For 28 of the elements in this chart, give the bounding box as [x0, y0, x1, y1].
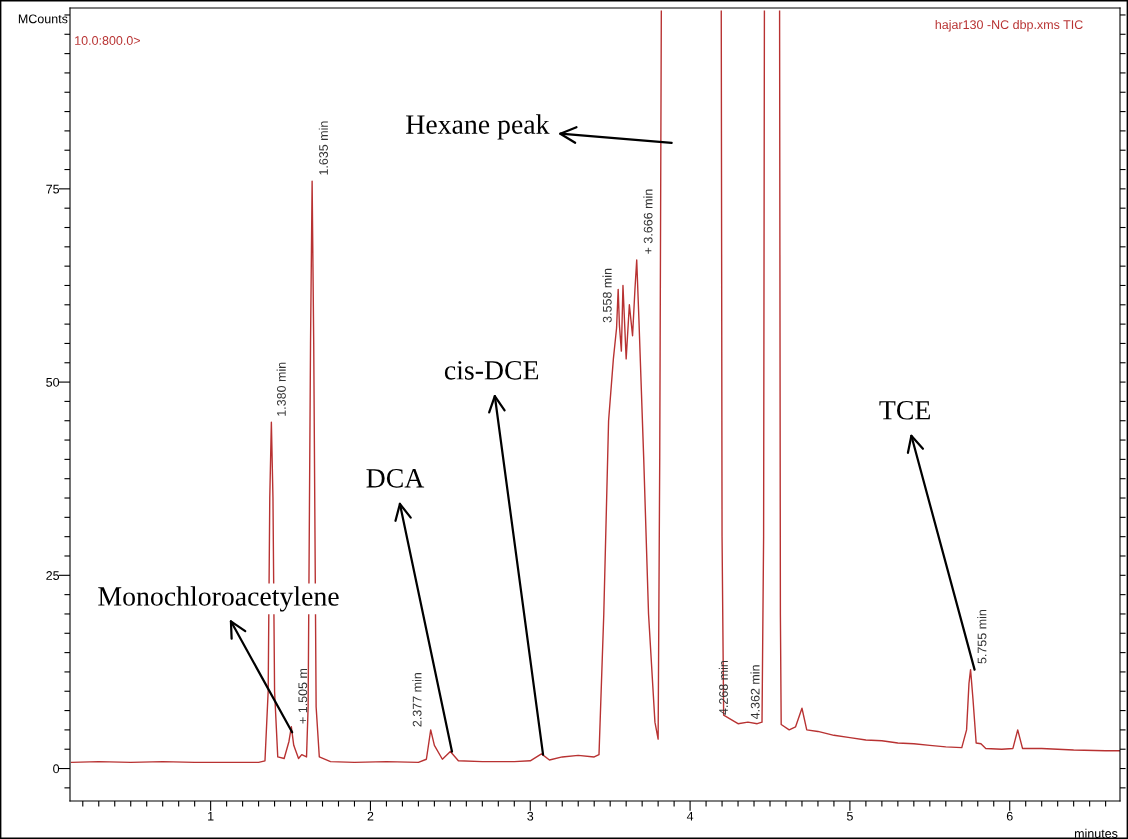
annotation: DCA	[366, 468, 425, 488]
annotation: Hexane peak	[406, 114, 550, 140]
y-tick-label: 0	[53, 764, 60, 774]
x-axis-title: minutes	[1074, 828, 1118, 838]
x-tick-label: 5	[846, 811, 853, 821]
x-tick-label: 4	[686, 811, 694, 821]
y-axis-title: MCounts	[18, 14, 68, 24]
annotation: 3.558 min	[602, 268, 612, 323]
annotation: 4.362 min	[750, 665, 760, 720]
annotation: 10.0:800.0>	[75, 36, 140, 45]
y-tick-label: 75	[46, 184, 60, 194]
annotation: 2.377 min	[412, 673, 422, 727]
annotation: hajar130 -NC dbp.xms TIC	[935, 19, 1083, 32]
annotation: TCE	[879, 400, 930, 420]
annotation: + 1.505 m	[298, 668, 308, 724]
annotation: cis-DCE	[444, 360, 539, 380]
y-tick-label: 50	[46, 377, 60, 387]
annotation: 1.380 min	[276, 362, 286, 416]
x-tick-label: 6	[1006, 811, 1013, 821]
annotation: 4.268 min	[718, 660, 728, 715]
y-tick-label: 25	[46, 571, 60, 580]
annotation: 5.755 min	[977, 609, 987, 664]
annotation: 1.635 min	[318, 121, 328, 175]
x-tick-label: 2	[367, 811, 374, 821]
annotation: + 3.666 min	[643, 189, 653, 254]
x-tick-label: 1	[208, 811, 214, 821]
annotation: Monochloroacetylene	[98, 586, 339, 612]
x-tick-label: 3	[527, 811, 534, 821]
